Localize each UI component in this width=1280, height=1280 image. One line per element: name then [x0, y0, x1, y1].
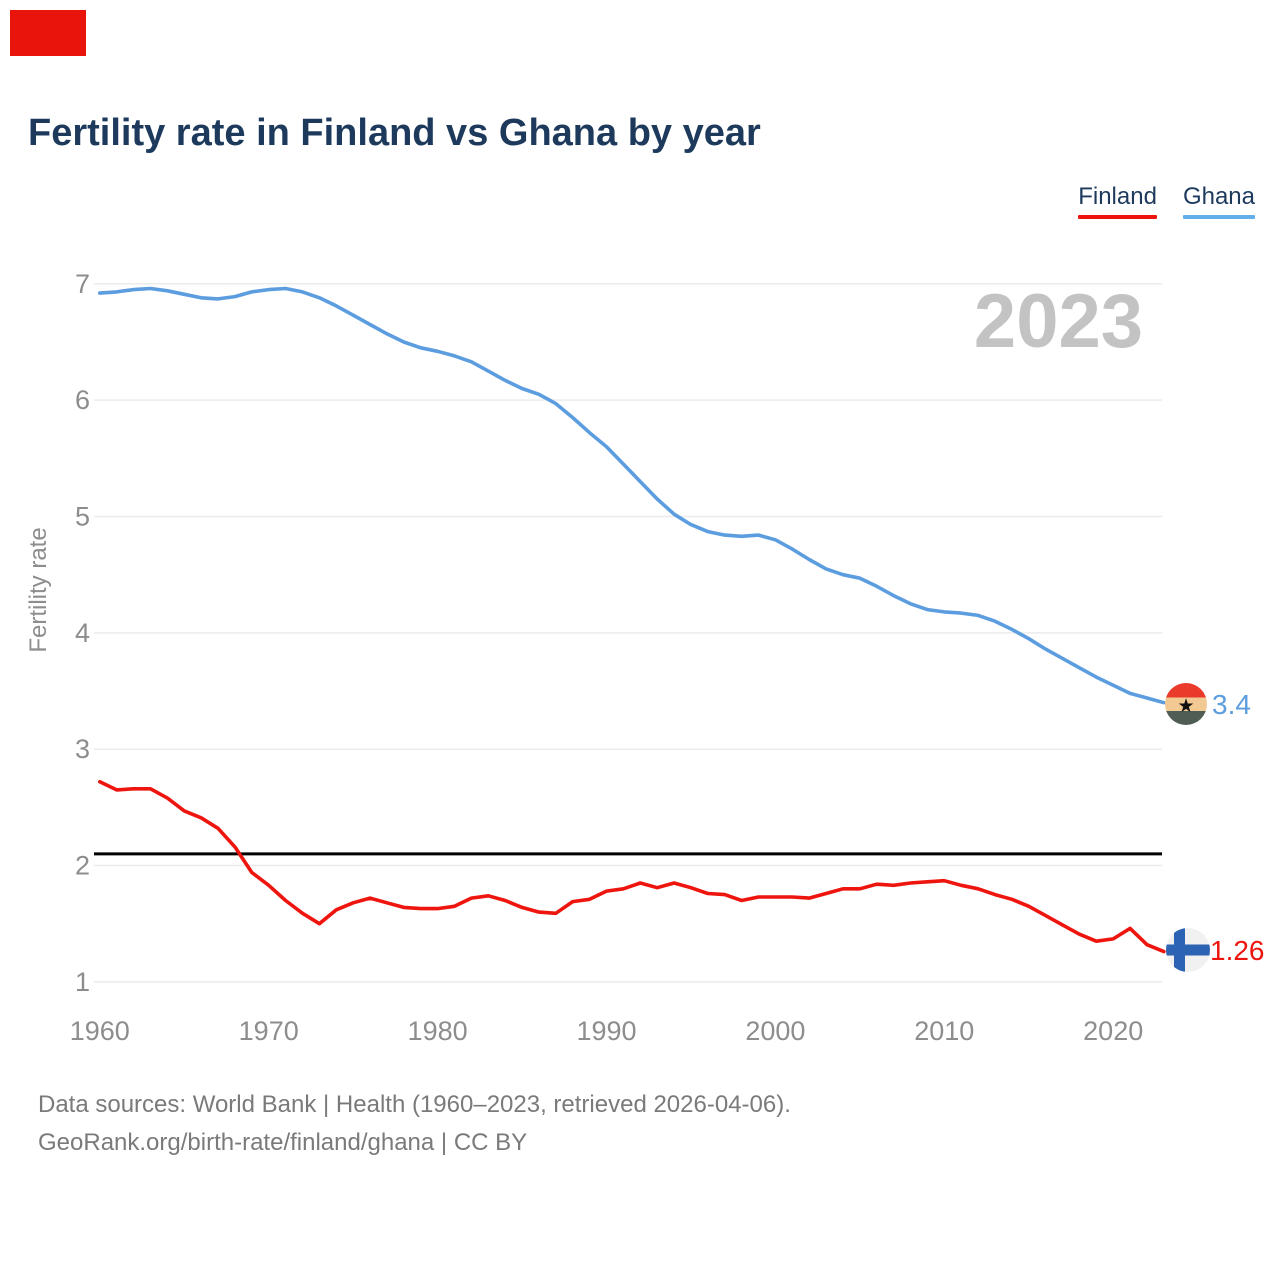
year-watermark: 2023	[974, 279, 1143, 364]
svg-text:6: 6	[75, 385, 90, 415]
page-title: Fertility rate in Finland vs Ghana by ye…	[28, 112, 761, 154]
chart-legend: Finland Ghana	[1078, 183, 1255, 219]
svg-text:1980: 1980	[408, 1016, 468, 1046]
svg-text:7: 7	[75, 269, 90, 299]
svg-text:2000: 2000	[745, 1016, 805, 1046]
series-lines	[98, 286, 1166, 954]
svg-text:4: 4	[75, 618, 90, 648]
svg-text:2010: 2010	[914, 1016, 974, 1046]
footer-attribution: GeoRank.org/birth-rate/finland/ghana | C…	[38, 1129, 528, 1156]
finland-flag-icon	[1166, 928, 1210, 972]
svg-text:3: 3	[75, 734, 90, 764]
x-axis-tick-labels: 1960 1970 1980 1990 2000 2010 2020	[70, 1016, 1143, 1046]
series-line-ghana	[98, 286, 1166, 705]
legend-item-ghana[interactable]: Ghana	[1182, 183, 1255, 219]
legend-label-ghana: Ghana	[1182, 183, 1255, 210]
finland-end-value: 1.26	[1210, 935, 1265, 966]
svg-text:★: ★	[1177, 696, 1194, 717]
ghana-flag-icon: ★	[1165, 683, 1207, 725]
legend-item-finland[interactable]: Finland	[1078, 183, 1157, 219]
ghana-end-value: 3.4	[1212, 689, 1251, 720]
svg-text:5: 5	[75, 502, 90, 532]
y-axis-title: Fertility rate	[25, 527, 52, 652]
svg-text:1970: 1970	[239, 1016, 299, 1046]
red-marker-overlay	[10, 10, 86, 56]
legend-label-finland: Finland	[1078, 183, 1157, 210]
svg-text:1990: 1990	[576, 1016, 636, 1046]
series-line-finland	[98, 779, 1166, 954]
svg-text:2020: 2020	[1083, 1016, 1143, 1046]
svg-text:1960: 1960	[70, 1016, 130, 1046]
footer-sources: Data sources: World Bank | Health (1960–…	[38, 1091, 791, 1118]
svg-text:2: 2	[75, 851, 90, 881]
footer: Data sources: World Bank | Health (1960–…	[38, 1086, 791, 1162]
legend-underline-finland	[1078, 215, 1157, 219]
svg-text:1: 1	[75, 967, 90, 997]
legend-underline-ghana	[1182, 215, 1255, 219]
y-axis-tick-labels: 1 2 3 4 5 6 7	[75, 269, 90, 997]
gridlines	[94, 283, 1162, 983]
